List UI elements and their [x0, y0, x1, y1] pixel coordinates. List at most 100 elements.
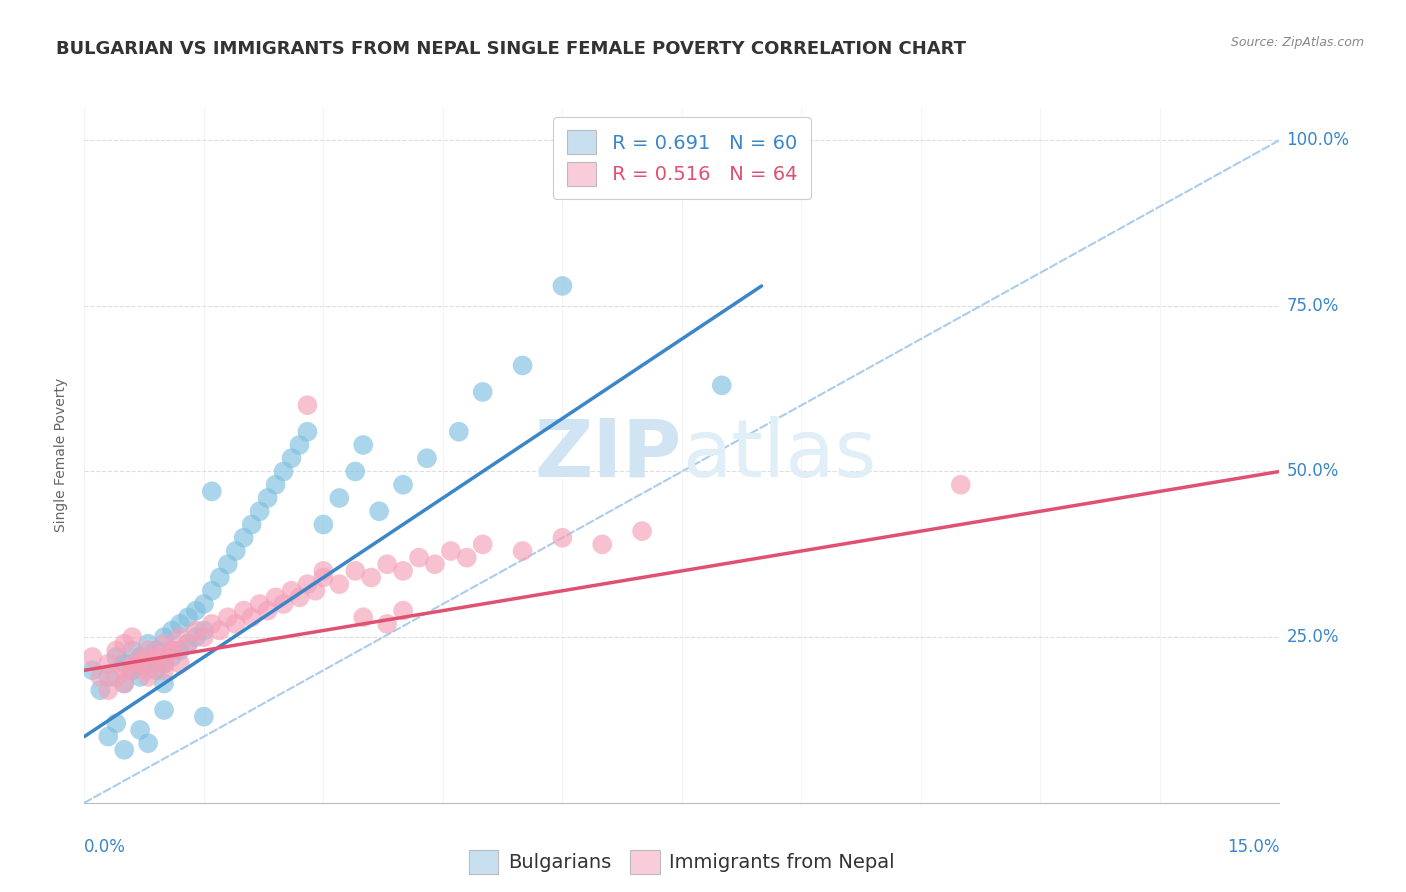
- Point: [160, 650, 183, 665]
- Point: [312, 564, 335, 578]
- Point: [512, 359, 534, 373]
- Point: [136, 670, 159, 684]
- Point: [328, 491, 350, 505]
- Point: [240, 517, 263, 532]
- Point: [249, 597, 271, 611]
- Point: [112, 637, 135, 651]
- Text: ZIP: ZIP: [534, 416, 682, 494]
- Point: [297, 577, 319, 591]
- Text: atlas: atlas: [682, 416, 876, 494]
- Text: 100.0%: 100.0%: [1286, 131, 1350, 149]
- Point: [136, 736, 159, 750]
- Point: [512, 544, 534, 558]
- Point: [153, 703, 176, 717]
- Point: [153, 637, 176, 651]
- Point: [112, 676, 135, 690]
- Point: [201, 583, 224, 598]
- Point: [352, 610, 374, 624]
- Point: [208, 624, 231, 638]
- Point: [145, 650, 167, 665]
- Point: [193, 597, 215, 611]
- Point: [352, 438, 374, 452]
- Point: [129, 650, 152, 665]
- Point: [153, 657, 176, 671]
- Point: [232, 604, 254, 618]
- Point: [136, 657, 159, 671]
- Point: [471, 537, 494, 551]
- Point: [121, 663, 143, 677]
- Point: [105, 650, 128, 665]
- Point: [456, 550, 478, 565]
- Point: [169, 630, 191, 644]
- Point: [392, 564, 415, 578]
- Point: [169, 643, 191, 657]
- Point: [471, 384, 494, 399]
- Point: [169, 616, 191, 631]
- Point: [121, 643, 143, 657]
- Point: [949, 477, 972, 491]
- Point: [160, 643, 183, 657]
- Point: [375, 558, 398, 572]
- Point: [710, 378, 733, 392]
- Point: [312, 517, 335, 532]
- Point: [280, 451, 302, 466]
- Point: [264, 477, 287, 491]
- Point: [392, 604, 415, 618]
- Point: [288, 591, 311, 605]
- Point: [112, 657, 135, 671]
- Point: [153, 663, 176, 677]
- Point: [344, 564, 367, 578]
- Point: [105, 643, 128, 657]
- Text: 50.0%: 50.0%: [1286, 462, 1339, 481]
- Point: [297, 398, 319, 412]
- Point: [297, 425, 319, 439]
- Point: [121, 663, 143, 677]
- Point: [129, 723, 152, 737]
- Point: [193, 709, 215, 723]
- Point: [82, 650, 104, 665]
- Point: [89, 683, 111, 698]
- Point: [105, 670, 128, 684]
- Point: [153, 657, 176, 671]
- Point: [201, 616, 224, 631]
- Point: [225, 544, 247, 558]
- Point: [112, 676, 135, 690]
- Point: [280, 583, 302, 598]
- Point: [105, 716, 128, 731]
- Point: [145, 663, 167, 677]
- Point: [551, 279, 574, 293]
- Point: [193, 630, 215, 644]
- Point: [121, 657, 143, 671]
- Point: [169, 657, 191, 671]
- Point: [112, 743, 135, 757]
- Point: [360, 570, 382, 584]
- Point: [177, 610, 200, 624]
- Point: [112, 663, 135, 677]
- Point: [256, 491, 278, 505]
- Point: [423, 558, 446, 572]
- Point: [177, 637, 200, 651]
- Point: [97, 657, 120, 671]
- Point: [136, 637, 159, 651]
- Point: [136, 663, 159, 677]
- Point: [184, 604, 207, 618]
- Point: [447, 425, 470, 439]
- Point: [82, 663, 104, 677]
- Point: [232, 531, 254, 545]
- Legend: Bulgarians, Immigrants from Nepal: Bulgarians, Immigrants from Nepal: [460, 840, 904, 884]
- Point: [217, 610, 239, 624]
- Point: [160, 624, 183, 638]
- Point: [217, 558, 239, 572]
- Point: [129, 650, 152, 665]
- Point: [273, 465, 295, 479]
- Point: [408, 550, 430, 565]
- Point: [392, 477, 415, 491]
- Point: [440, 544, 463, 558]
- Y-axis label: Single Female Poverty: Single Female Poverty: [53, 378, 67, 532]
- Point: [304, 583, 326, 598]
- Point: [129, 670, 152, 684]
- Point: [631, 524, 654, 538]
- Point: [177, 637, 200, 651]
- Point: [153, 630, 176, 644]
- Point: [184, 630, 207, 644]
